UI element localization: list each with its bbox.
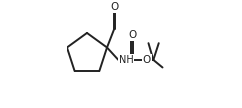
Text: O: O xyxy=(110,2,119,12)
Text: NH: NH xyxy=(119,55,134,65)
Text: O: O xyxy=(143,55,151,65)
Text: O: O xyxy=(128,30,136,40)
